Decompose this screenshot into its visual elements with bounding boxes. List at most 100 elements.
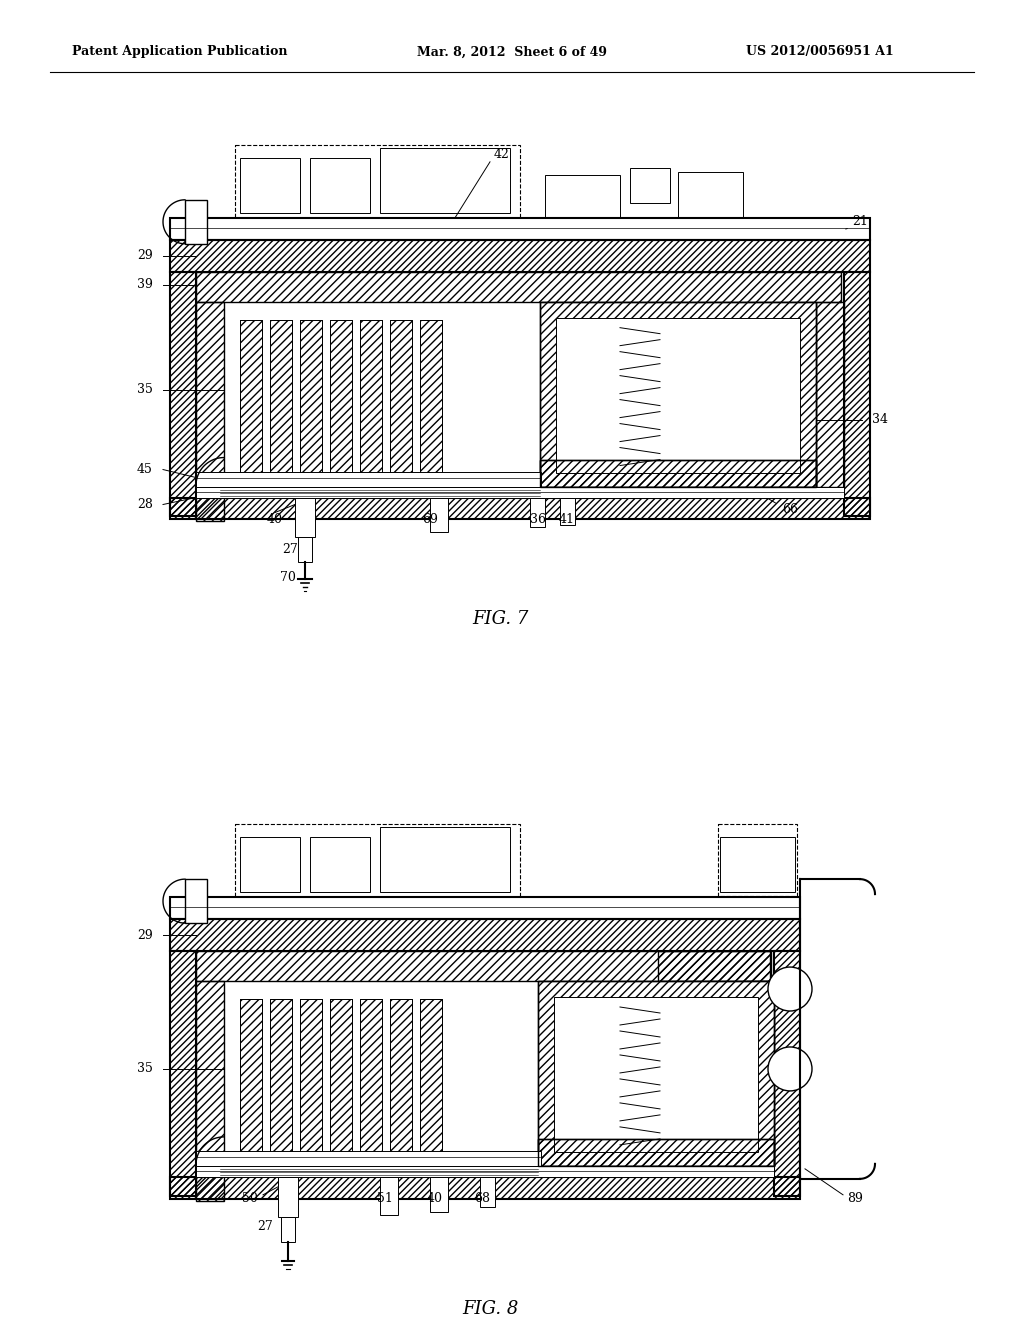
Bar <box>170 919 800 952</box>
Bar <box>300 319 322 490</box>
Bar <box>538 1139 774 1166</box>
Bar <box>170 498 870 520</box>
Bar <box>270 319 292 490</box>
Bar <box>196 302 224 521</box>
Bar <box>330 999 352 1168</box>
Bar <box>170 952 196 1196</box>
Bar <box>270 319 292 490</box>
Bar <box>430 498 449 532</box>
Bar <box>530 498 545 528</box>
Bar <box>281 1217 295 1242</box>
Bar <box>270 999 292 1168</box>
Text: 21: 21 <box>852 215 868 228</box>
Bar <box>420 319 442 490</box>
Bar <box>420 999 442 1168</box>
Bar <box>420 999 442 1168</box>
Bar <box>240 319 262 490</box>
Bar <box>560 498 575 525</box>
Bar <box>330 999 352 1168</box>
Bar <box>360 999 382 1168</box>
Bar <box>540 459 816 487</box>
Bar <box>270 319 292 490</box>
Bar <box>540 459 816 487</box>
Text: 27: 27 <box>283 543 298 556</box>
Bar <box>196 471 541 487</box>
Bar <box>360 319 382 490</box>
Bar <box>816 302 844 487</box>
Bar <box>540 302 816 487</box>
Bar <box>390 319 412 490</box>
Text: 27: 27 <box>257 1220 272 1233</box>
Bar <box>170 240 870 272</box>
Text: Mar. 8, 2012  Sheet 6 of 49: Mar. 8, 2012 Sheet 6 of 49 <box>417 45 607 58</box>
Bar <box>185 879 207 923</box>
Bar <box>196 981 224 1201</box>
Bar <box>240 837 300 892</box>
Bar <box>380 828 510 892</box>
Bar <box>774 952 800 1196</box>
Bar <box>420 999 442 1168</box>
Text: US 2012/0056951 A1: US 2012/0056951 A1 <box>746 45 894 58</box>
Bar <box>360 319 382 490</box>
Bar <box>196 487 844 498</box>
Bar <box>196 952 771 981</box>
Bar <box>658 952 770 981</box>
Bar <box>196 981 774 1201</box>
Bar <box>538 981 774 1166</box>
Bar <box>240 319 262 490</box>
Bar <box>380 1177 398 1214</box>
Bar <box>196 1151 541 1166</box>
Bar <box>420 319 442 490</box>
Bar <box>330 319 352 490</box>
Text: Patent Application Publication: Patent Application Publication <box>73 45 288 58</box>
Text: 35: 35 <box>137 383 153 396</box>
Circle shape <box>768 968 812 1011</box>
Circle shape <box>768 1047 812 1090</box>
Text: 45: 45 <box>137 463 153 477</box>
Bar <box>420 319 442 490</box>
Bar <box>170 498 870 520</box>
Bar <box>170 218 870 240</box>
Text: 69: 69 <box>422 513 438 525</box>
Bar <box>300 999 322 1168</box>
Bar <box>170 1177 800 1199</box>
Bar <box>538 981 774 1166</box>
Bar <box>390 319 412 490</box>
Bar <box>390 999 412 1168</box>
Bar <box>234 145 520 223</box>
Bar <box>170 1177 800 1199</box>
Bar <box>240 158 300 213</box>
Text: 28: 28 <box>137 498 153 511</box>
Bar <box>678 172 743 216</box>
Bar <box>390 999 412 1168</box>
Text: 89: 89 <box>847 1192 863 1205</box>
Text: 70: 70 <box>280 572 296 583</box>
Bar <box>295 498 315 537</box>
Bar <box>170 272 196 516</box>
Bar <box>540 302 816 487</box>
Bar <box>300 319 322 490</box>
Bar <box>330 319 352 490</box>
Text: 34: 34 <box>872 413 888 426</box>
Bar <box>170 240 870 272</box>
Bar <box>240 999 262 1168</box>
Bar <box>240 999 262 1168</box>
Text: 42: 42 <box>494 148 510 161</box>
Bar <box>360 319 382 490</box>
Bar <box>196 272 841 302</box>
Bar <box>278 1177 298 1217</box>
Text: 36: 36 <box>530 513 546 525</box>
Bar <box>390 999 412 1168</box>
Text: FIG. 8: FIG. 8 <box>462 1300 518 1317</box>
Bar <box>844 272 870 516</box>
Bar <box>170 952 196 1196</box>
Text: 51: 51 <box>377 1192 393 1205</box>
Bar <box>630 168 670 203</box>
Bar <box>360 999 382 1168</box>
Bar <box>170 919 800 952</box>
Bar <box>720 837 795 892</box>
Text: 41: 41 <box>559 513 575 525</box>
Bar <box>658 952 770 981</box>
Bar <box>185 199 207 244</box>
Bar <box>310 158 370 213</box>
